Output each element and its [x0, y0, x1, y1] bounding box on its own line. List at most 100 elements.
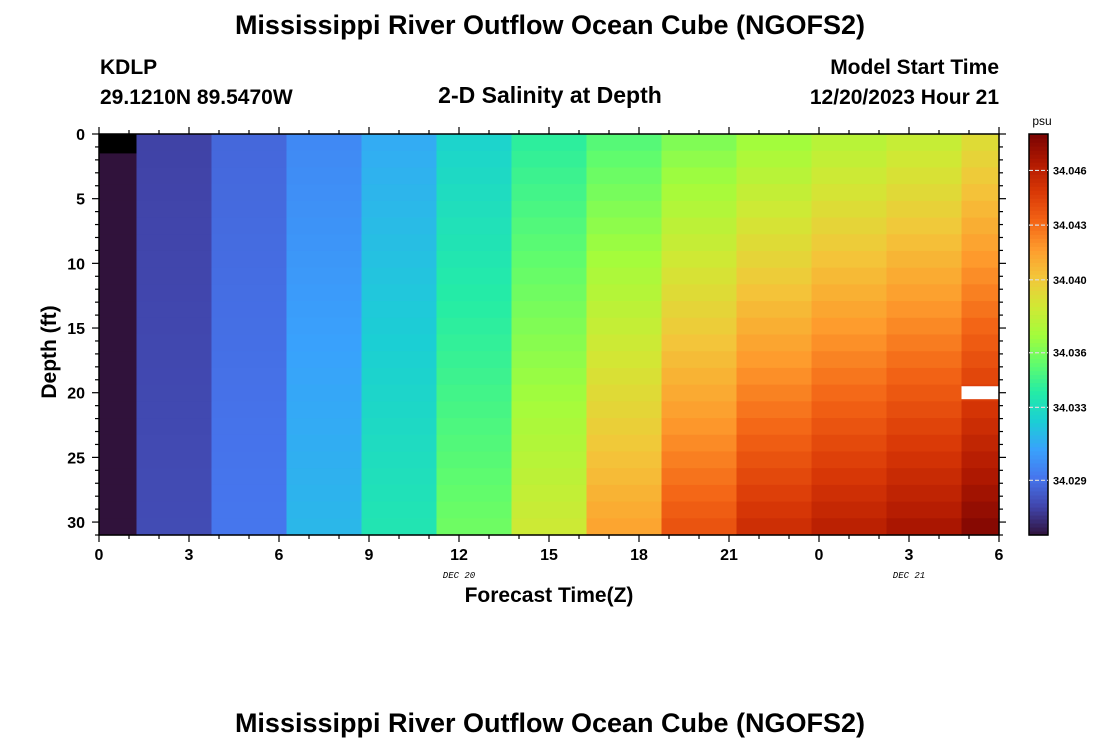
heatmap-cell [361, 250, 438, 269]
heatmap-cell [811, 250, 888, 269]
heatmap-cell [736, 167, 813, 185]
colorbar-segment [1029, 426, 1048, 432]
heatmap-cell [736, 384, 813, 402]
x-tick-label: 6 [275, 547, 284, 564]
heatmap-cell [99, 334, 138, 352]
heatmap-cell [136, 267, 213, 285]
x-tick-label: 21 [720, 547, 738, 564]
heatmap-cell [661, 468, 738, 486]
colorbar-segment [1029, 526, 1048, 532]
heatmap-cell [211, 200, 288, 219]
colorbar-segment [1029, 354, 1048, 360]
heatmap-cell [586, 150, 663, 169]
colorbar-segment [1029, 206, 1048, 211]
colorbar-segment [1029, 214, 1048, 219]
heatmap-cell [886, 200, 963, 219]
y-tick-label: 15 [67, 321, 85, 338]
heatmap-cell [136, 484, 213, 503]
heatmap-cell [961, 150, 1000, 169]
heatmap-cell [99, 284, 138, 302]
heatmap-cell [661, 451, 738, 469]
heatmap-cell [811, 384, 888, 402]
heatmap-cell [511, 134, 588, 152]
colorbar-segment [1029, 190, 1048, 195]
heatmap-cell [286, 284, 363, 302]
colorbar-segment [1029, 222, 1048, 227]
heatmap-cell [736, 217, 813, 235]
heatmap-cell [961, 484, 1000, 503]
heatmap-cell [961, 200, 1000, 219]
x-tick-label: 18 [630, 547, 648, 564]
heatmap-cell [99, 518, 138, 536]
heatmap-cells [99, 134, 1000, 536]
heatmap-cell [286, 200, 363, 219]
heatmap-cell [661, 351, 738, 369]
heatmap-cell [736, 484, 813, 503]
heatmap-cell [99, 468, 138, 486]
heatmap-cell [286, 351, 363, 369]
heatmap-cell [511, 301, 588, 319]
heatmap-cell [286, 384, 363, 402]
heatmap-cell [286, 250, 363, 269]
colorbar-tick-label: 34.029 [1053, 475, 1087, 487]
heatmap-cell [436, 317, 513, 336]
heatmap-cell [286, 401, 363, 419]
heatmap-cell [361, 301, 438, 319]
colorbar-segment [1029, 482, 1048, 488]
heatmap-cell [886, 134, 963, 152]
heatmap-cell [136, 184, 213, 202]
heatmap-cell [286, 317, 363, 336]
colorbar-segment [1029, 378, 1048, 384]
x-tick-label: 3 [185, 547, 194, 564]
x-tick-label: 0 [815, 547, 824, 564]
heatmap-cell [136, 351, 213, 369]
heatmap-cell [586, 267, 663, 285]
heatmap-cell [211, 518, 288, 536]
heatmap-cell [586, 484, 663, 503]
heatmap-cell [586, 234, 663, 252]
colorbar-segment [1029, 338, 1048, 344]
heatmap-cell [136, 418, 213, 436]
y-ticks: 0 5 10 15 20 25 30 [67, 127, 1006, 536]
colorbar-segment [1029, 362, 1048, 368]
heatmap-cell [211, 468, 288, 486]
heatmap-cell [811, 518, 888, 536]
colorbar-segment [1029, 182, 1048, 187]
chart-subtitle: 2-D Salinity at Depth [438, 82, 662, 108]
heatmap-cell [961, 468, 1000, 486]
heatmap-cell [361, 418, 438, 436]
heatmap-cell [886, 351, 963, 369]
heatmap-cell [736, 451, 813, 469]
heatmap-cell [361, 134, 438, 152]
x-tick-label: 15 [540, 547, 558, 564]
heatmap-cell [511, 351, 588, 369]
heatmap-cell [661, 284, 738, 302]
heatmap-cell [736, 418, 813, 436]
heatmap-cell [436, 284, 513, 302]
heatmap-cell [661, 518, 738, 536]
heatmap-cell [736, 518, 813, 536]
heatmap-cell [811, 134, 888, 152]
heatmap-cell [136, 284, 213, 302]
heatmap-cell [961, 250, 1000, 269]
heatmap-cell [211, 384, 288, 402]
colorbar-segment [1029, 294, 1048, 300]
heatmap-cell [286, 150, 363, 169]
heatmap-cell [736, 150, 813, 169]
heatmap-cell [511, 334, 588, 352]
heatmap-cell [136, 134, 213, 152]
heatmap-cell [136, 518, 213, 536]
heatmap-cell [286, 134, 363, 152]
x-ticks: 0 3 6 9 12 15 18 21 0 3 6 [95, 127, 1004, 564]
model-start-label: Model Start Time [830, 56, 999, 79]
heatmap-cell [961, 451, 1000, 469]
heatmap-cell [286, 267, 363, 285]
heatmap-cell [661, 501, 738, 519]
colorbar-segment [1029, 518, 1048, 524]
colorbar-segment [1029, 402, 1048, 408]
heatmap-cell [99, 484, 138, 503]
heatmap-cell [886, 284, 963, 302]
y-tick-label: 25 [67, 450, 85, 467]
y-tick-label: 0 [76, 127, 85, 144]
heatmap-cell [436, 234, 513, 252]
